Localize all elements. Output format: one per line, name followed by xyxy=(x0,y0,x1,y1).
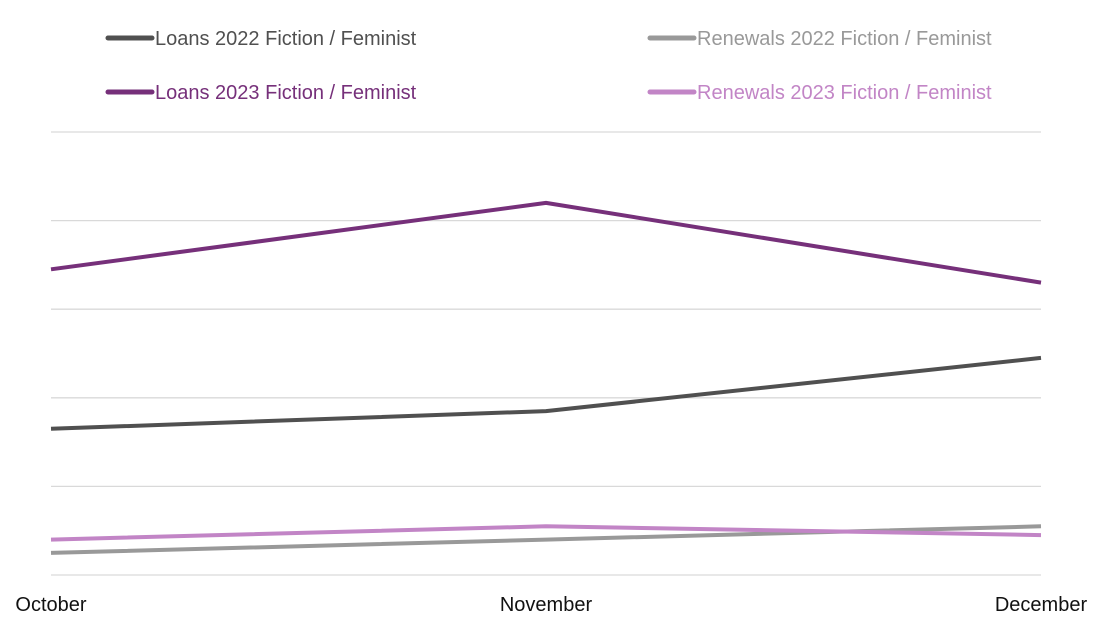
series-line-1 xyxy=(50,524,1042,555)
legend-label: Loans 2022 Fiction / Feminist xyxy=(155,28,417,50)
legend-label: Renewals 2022 Fiction / Feminist xyxy=(697,28,992,50)
series-lines xyxy=(50,200,1042,555)
gridlines xyxy=(51,131,1041,576)
legend-item: Renewals 2023 Fiction / Feminist xyxy=(647,82,992,104)
x-tick-label: November xyxy=(500,594,593,616)
legend-item: Renewals 2022 Fiction / Feminist xyxy=(647,28,992,50)
legend-label: Loans 2023 Fiction / Feminist xyxy=(155,82,417,104)
series-line-2 xyxy=(50,200,1042,285)
series-line-0 xyxy=(50,355,1042,431)
chart-legend: Loans 2022 Fiction / Feminist Renewals 20… xyxy=(105,28,992,104)
legend-item: Loans 2023 Fiction / Feminist xyxy=(105,82,417,104)
x-tick-label: December xyxy=(995,594,1088,616)
legend-label: Renewals 2023 Fiction / Feminist xyxy=(697,82,992,104)
series-line-3 xyxy=(50,524,1042,542)
legend-item: Loans 2022 Fiction / Feminist xyxy=(105,28,417,50)
x-tick-label: October xyxy=(15,594,86,616)
x-axis-tick-labels: October November December xyxy=(15,594,1087,616)
